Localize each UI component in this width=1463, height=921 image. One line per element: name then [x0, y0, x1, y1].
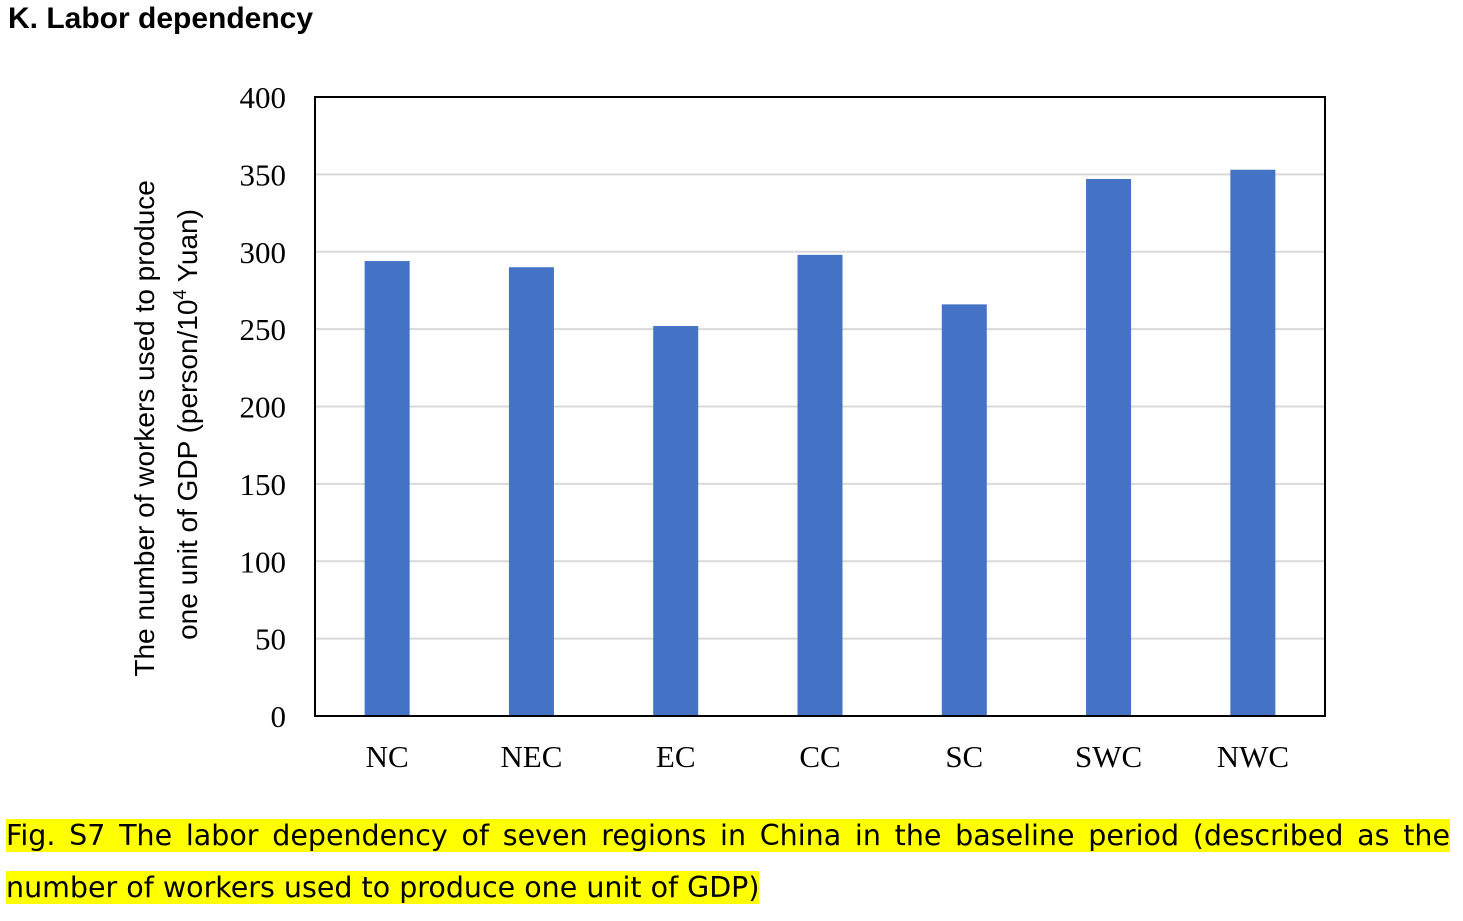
x-tick-label-sc: SC: [945, 739, 983, 774]
plot-area-border: [314, 96, 1326, 717]
y-tick-labels: 0 50 100 150 200 250 300 350 400: [240, 80, 287, 734]
y-tick-label: 300: [240, 235, 287, 270]
y-axis-label-line-1: The number of workers used to produce: [129, 180, 160, 676]
panel-title: K. Labor dependency: [8, 2, 314, 35]
y-tick-label: 150: [240, 467, 287, 502]
caption-text: Fig. S7 The labor dependency of seven re…: [6, 819, 1450, 904]
y-tick-label: 100: [240, 544, 287, 579]
y-tick-label: 50: [255, 622, 286, 657]
y-tick-label: 350: [240, 157, 287, 192]
x-tick-label-nc: NC: [366, 739, 409, 774]
x-tick-label-ec: EC: [656, 739, 696, 774]
bar-nec: [508, 267, 554, 716]
bar-cc: [797, 254, 843, 716]
figure-caption: Fig. S7 The labor dependency of seven re…: [6, 810, 1450, 914]
x-tick-label-nec: NEC: [500, 739, 562, 774]
bar-nwc: [1230, 169, 1276, 717]
bars: [364, 169, 1276, 717]
y-tick-label: 400: [240, 80, 287, 115]
y-axis-label-line-2-suffix: Yuan): [172, 209, 203, 289]
bar-nc: [364, 261, 410, 716]
x-tick-label-cc: CC: [799, 739, 840, 774]
x-tick-label-nwc: NWC: [1217, 739, 1289, 774]
x-tick-label-swc: SWC: [1075, 739, 1142, 774]
y-axis-label-superscript: 4: [170, 290, 190, 300]
y-axis-label-line-2-prefix: one unit of GDP (person/10: [172, 300, 203, 640]
bar-ec: [653, 326, 699, 716]
x-tick-labels: NC NEC EC CC SC SWC NWC: [366, 739, 1289, 774]
y-tick-label: 0: [271, 699, 287, 734]
y-tick-label: 200: [240, 390, 287, 425]
y-axis-label: The number of workers used to produce on…: [129, 172, 203, 676]
y-tick-label: 250: [240, 312, 287, 347]
bar-sc: [941, 304, 987, 716]
y-axis-label-line-2: one unit of GDP (person/104 Yuan): [170, 209, 203, 640]
bar-swc: [1086, 179, 1132, 716]
